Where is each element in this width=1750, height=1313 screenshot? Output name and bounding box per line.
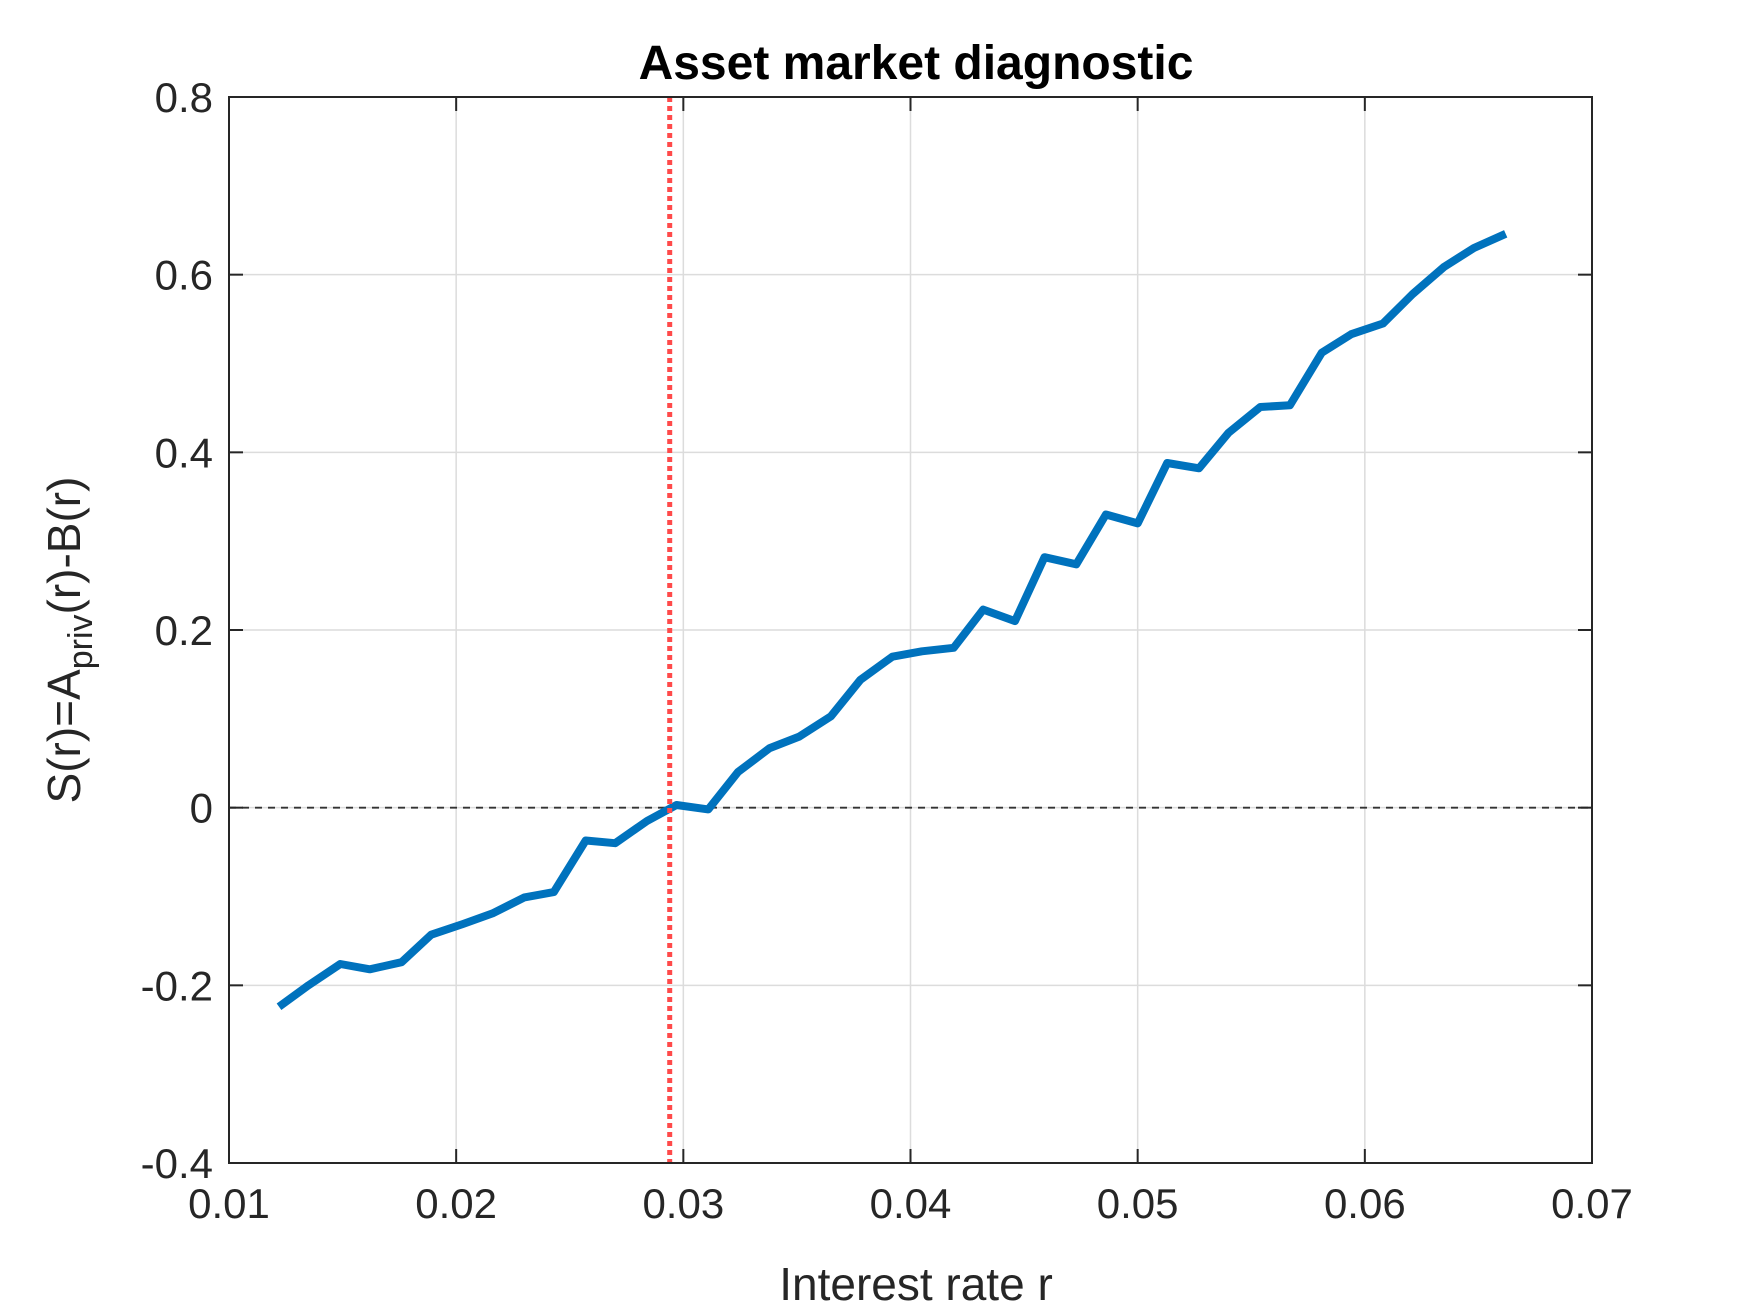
- y-tick-label: -0.2: [141, 962, 213, 1009]
- x-tick-label: 0.03: [642, 1180, 724, 1227]
- y-axis-label-tail: (r)-B(r): [38, 477, 90, 615]
- y-tick-label: 0: [190, 785, 213, 832]
- y-tick-label: 0.8: [155, 74, 213, 121]
- chart-title: Asset market diagnostic: [639, 37, 1194, 90]
- x-tick-label: 0.07: [1551, 1180, 1633, 1227]
- grid-lines: [228, 96, 1593, 1164]
- x-tick-label: 0.01: [188, 1180, 270, 1227]
- tick-marks: [228, 96, 1593, 1164]
- y-tick-label: -0.4: [141, 1140, 213, 1187]
- y-tick-label: 0.4: [155, 429, 213, 476]
- series-line: [276, 230, 1508, 1010]
- x-tick-label: 0.04: [870, 1180, 952, 1227]
- y-tick-label: 0.2: [155, 607, 213, 654]
- y-axis-label-subscript: priv: [62, 614, 100, 669]
- y-axis-label-main: S(r)=A: [38, 669, 90, 804]
- tick-labels: 0.01 0.02 0.03 0.04 0.05 0.06 0.07 -0.4 -0.2 0 0.2…: [141, 74, 1633, 1227]
- x-tick-label: 0.06: [1324, 1180, 1406, 1227]
- series-layer: [276, 97, 1508, 1163]
- x-axis-label: Interest rate r: [779, 1258, 1053, 1310]
- y-axis-label: S(r)=Apriv(r)-B(r): [38, 477, 100, 804]
- y-tick-label: 0.6: [155, 252, 213, 299]
- x-tick-label: 0.02: [415, 1180, 497, 1227]
- x-tick-label: 0.05: [1097, 1180, 1179, 1227]
